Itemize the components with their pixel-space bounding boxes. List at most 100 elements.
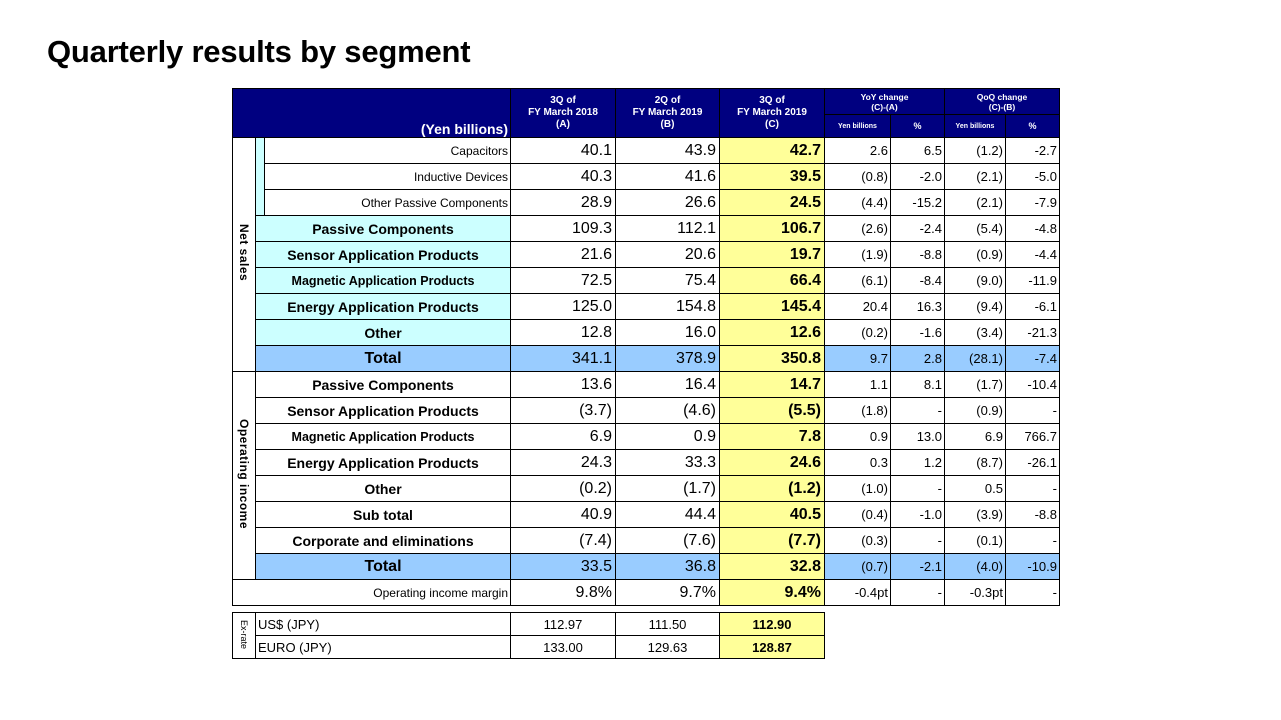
cell-c: 7.8 bbox=[719, 423, 825, 450]
margin-row: Operating income margin 9.8% 9.7% 9.4% -… bbox=[232, 579, 1060, 606]
cell-b: 111.50 bbox=[615, 612, 720, 636]
row-label: Sensor Application Products bbox=[255, 397, 511, 424]
cell-c: 9.4% bbox=[719, 579, 825, 606]
cell-c: 66.4 bbox=[719, 267, 825, 294]
table-row: Sub total 40.9 44.4 40.5 (0.4) -1.0 (3.9) -8.8 bbox=[233, 501, 1060, 528]
cell-a: 24.3 bbox=[510, 449, 616, 476]
cell-qoq-pct: -26.1 bbox=[1005, 449, 1060, 476]
cell-yoy-yen: 1.1 bbox=[824, 371, 891, 398]
cell-qoq-yen: (0.9) bbox=[944, 397, 1006, 424]
cell-yoy-pct: -2.1 bbox=[890, 553, 945, 580]
page-title: Quarterly results by segment bbox=[47, 34, 471, 69]
cell-b: 43.9 bbox=[615, 137, 720, 164]
cell-b: 16.4 bbox=[615, 371, 720, 398]
ex-rate-table: Ex-rate US$ (JPY) 112.97 111.50 112.90 EURO (… bbox=[232, 612, 825, 659]
cell-qoq-yen: (0.9) bbox=[944, 241, 1006, 268]
row-label: Inductive Devices bbox=[264, 163, 511, 190]
net-sales-side-label: Net sales bbox=[232, 137, 256, 372]
table-row: Sensor Application Products 21.6 20.6 19.7(… bbox=[233, 241, 1060, 268]
row-label: Operating income margin bbox=[232, 579, 511, 606]
cell-yoy-pct: - bbox=[890, 527, 945, 554]
cell-qoq-yen: (1.2) bbox=[944, 137, 1006, 164]
cell-qoq-pct: -8.8 bbox=[1005, 501, 1060, 528]
cell-qoq-pct: -2.7 bbox=[1005, 137, 1060, 164]
cell-c: 14.7 bbox=[719, 371, 825, 398]
cell-b: (4.6) bbox=[615, 397, 720, 424]
cell-a: 6.9 bbox=[510, 423, 616, 450]
cell-qoq-yen: 6.9 bbox=[944, 423, 1006, 450]
cell-c: 24.5 bbox=[719, 189, 825, 216]
cell-c: 42.7 bbox=[719, 137, 825, 164]
cell-qoq-yen: -0.3pt bbox=[944, 579, 1006, 606]
cell-qoq-yen: (2.1) bbox=[944, 163, 1006, 190]
cell-qoq-pct: -6.1 bbox=[1005, 293, 1060, 320]
cell-b: 33.3 bbox=[615, 449, 720, 476]
row-label: Magnetic Application Products bbox=[255, 267, 511, 294]
row-label: Capacitors bbox=[264, 137, 511, 164]
row-label: Other Passive Components bbox=[264, 189, 511, 216]
cell-b: 26.6 bbox=[615, 189, 720, 216]
cell-yoy-yen: 9.7 bbox=[824, 345, 891, 372]
cell-c: 19.7 bbox=[719, 241, 825, 268]
cell-c: (1.2) bbox=[719, 475, 825, 502]
cell-b: 129.63 bbox=[615, 635, 720, 659]
cell-yoy-pct: -15.2 bbox=[890, 189, 945, 216]
cell-yoy-pct: -1.0 bbox=[890, 501, 945, 528]
cell-a: 33.5 bbox=[510, 553, 616, 580]
operating-income-side-label: Operating income bbox=[232, 371, 256, 580]
cell-yoy-pct: 6.5 bbox=[890, 137, 945, 164]
cell-qoq-yen: (3.9) bbox=[944, 501, 1006, 528]
cell-qoq-yen: (3.4) bbox=[944, 319, 1006, 346]
row-label: Magnetic Application Products bbox=[255, 423, 511, 450]
cell-b: 44.4 bbox=[615, 501, 720, 528]
cell-qoq-yen: 0.5 bbox=[944, 475, 1006, 502]
cell-yoy-pct: 8.1 bbox=[890, 371, 945, 398]
cell-qoq-pct: -7.4 bbox=[1005, 345, 1060, 372]
header-qoq: QoQ change (C)-(B) bbox=[944, 88, 1060, 115]
cell-qoq-pct: -10.9 bbox=[1005, 553, 1060, 580]
cell-a: (0.2) bbox=[510, 475, 616, 502]
cell-yoy-pct: -1.6 bbox=[890, 319, 945, 346]
cell-a: 12.8 bbox=[510, 319, 616, 346]
table-row: Magnetic Application Products 72.5 75.4 66.… bbox=[233, 267, 1060, 294]
cell-yoy-pct: 2.8 bbox=[890, 345, 945, 372]
table-row: Net sales Capacitors 40.1 43.9 42.7 2.6 6.5 (1.… bbox=[232, 137, 1060, 372]
cell-b: 9.7% bbox=[615, 579, 720, 606]
table-row: Sensor Application Products (3.7) (4.6) (5.… bbox=[233, 397, 1060, 424]
cell-c: 145.4 bbox=[719, 293, 825, 320]
cell-b: 16.0 bbox=[615, 319, 720, 346]
cell-yoy-yen: (0.2) bbox=[824, 319, 891, 346]
cell-c: 350.8 bbox=[719, 345, 825, 372]
cell-b: 36.8 bbox=[615, 553, 720, 580]
row-label: US$ (JPY) bbox=[255, 612, 511, 636]
header-yoy-yen: Yen billions bbox=[824, 114, 891, 138]
row-label: EURO (JPY) bbox=[255, 635, 511, 659]
header-col-b: 2Q of FY March 2019 (B) bbox=[615, 88, 720, 138]
cell-a: 40.1 bbox=[510, 137, 616, 164]
cell-a: 341.1 bbox=[510, 345, 616, 372]
cell-a: (7.4) bbox=[510, 527, 616, 554]
cell-yoy-pct: -2.0 bbox=[890, 163, 945, 190]
cell-yoy-pct: 1.2 bbox=[890, 449, 945, 476]
row-label: Other bbox=[255, 475, 511, 502]
cell-c: (7.7) bbox=[719, 527, 825, 554]
cell-a: 40.3 bbox=[510, 163, 616, 190]
cell-a: 125.0 bbox=[510, 293, 616, 320]
header-col-c: 3Q of FY March 2019 (C) bbox=[719, 88, 825, 138]
row-label: Corporate and eliminations bbox=[255, 527, 511, 554]
table-row: Total 341.1 378.9 350.8 9.7 2.8 (28.1) -7.4 bbox=[233, 345, 1060, 372]
cell-yoy-yen: (4.4) bbox=[824, 189, 891, 216]
table-row: Corporate and eliminations (7.4) (7.6) (7.7… bbox=[233, 527, 1060, 554]
cell-qoq-yen: (0.1) bbox=[944, 527, 1006, 554]
cell-a: 109.3 bbox=[510, 215, 616, 242]
cell-yoy-yen: 2.6 bbox=[824, 137, 891, 164]
cell-yoy-pct: 16.3 bbox=[890, 293, 945, 320]
cell-qoq-pct: -4.8 bbox=[1005, 215, 1060, 242]
cell-yoy-yen: (0.8) bbox=[824, 163, 891, 190]
cell-qoq-yen: (9.4) bbox=[944, 293, 1006, 320]
unit-label: (Yen billions) bbox=[232, 88, 511, 138]
table-row: Other (0.2) (1.7) (1.2) (1.0) -0.5- bbox=[233, 475, 1060, 502]
cell-qoq-pct: - bbox=[1005, 475, 1060, 502]
cell-yoy-yen: (0.7) bbox=[824, 553, 891, 580]
cell-yoy-pct: - bbox=[890, 475, 945, 502]
